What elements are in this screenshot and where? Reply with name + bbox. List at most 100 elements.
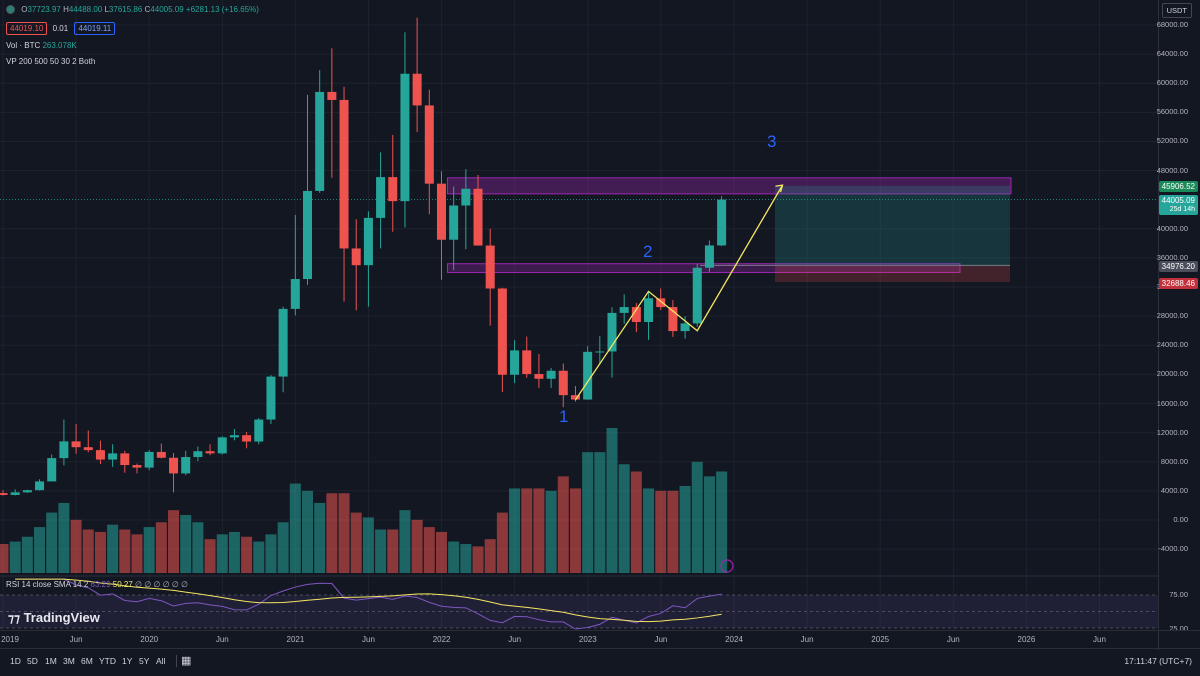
- timeframe-1d-button[interactable]: 1D: [10, 656, 21, 666]
- volume-bar: [9, 541, 21, 573]
- volume-bar: [618, 464, 630, 573]
- candle-body: [558, 370, 568, 396]
- timeframe-5d-button[interactable]: 5D: [27, 656, 38, 666]
- candle-body: [266, 376, 276, 420]
- timeframe-1y-button[interactable]: 1Y: [122, 656, 133, 666]
- candle-body: [205, 451, 215, 454]
- candle-body: [595, 351, 605, 353]
- price-chart[interactable]: [0, 0, 1158, 632]
- candle-body: [485, 245, 495, 289]
- candle-body: [546, 370, 556, 379]
- volume-bar: [569, 488, 581, 573]
- time-axis-label: Jun: [1093, 635, 1106, 644]
- candle-body: [315, 91, 325, 191]
- currency-button[interactable]: USDT: [1161, 3, 1192, 18]
- sell-price-button[interactable]: 44019.10: [6, 22, 48, 35]
- time-axis-label: 2024: [725, 635, 743, 644]
- candle-body: [35, 481, 45, 491]
- low-value: 37615.86: [108, 5, 143, 14]
- candle-body: [424, 105, 434, 184]
- candle-body: [144, 451, 154, 468]
- volume-bar: [119, 529, 131, 573]
- time-axis-label: Jun: [508, 635, 522, 644]
- volume-bar: [667, 490, 679, 573]
- rsi-axis-75: 75.00: [1169, 590, 1188, 599]
- candle-body: [59, 441, 69, 459]
- rsi-pane: [0, 575, 1158, 630]
- price-axis-label: 48000.00: [1156, 165, 1188, 175]
- timeframe-ytd-button[interactable]: YTD: [99, 656, 116, 666]
- timeframe-6m-button[interactable]: 6M: [81, 656, 93, 666]
- volume-bar: [302, 490, 313, 573]
- symbol-status-icon[interactable]: [6, 5, 15, 15]
- volume-bar: [241, 536, 253, 573]
- volume-bar: [521, 488, 533, 573]
- volume-bar: [496, 512, 508, 573]
- volume-bar: [582, 452, 594, 573]
- volume-bar: [411, 519, 423, 573]
- volume-bar: [94, 531, 106, 573]
- volume-bar: [265, 534, 277, 573]
- candle-body: [47, 458, 57, 482]
- brand-logo[interactable]: ⁊⁊ TradingView: [8, 610, 100, 625]
- rsi-sma-value: 50.27: [112, 580, 133, 589]
- price-axis[interactable]: [1158, 0, 1200, 650]
- calendar-range-icon[interactable]: ▦: [181, 655, 192, 667]
- candle-body: [522, 350, 532, 375]
- timeframe-5y-button[interactable]: 5Y: [139, 656, 150, 666]
- volume-bar: [253, 541, 265, 573]
- time-axis-label: Jun: [946, 635, 960, 644]
- price-axis-label: 40000.00: [1156, 223, 1188, 233]
- entry-price-tag: 34976.20: [1158, 261, 1198, 272]
- volume-bar: [289, 483, 301, 573]
- volume-bar: [21, 536, 33, 573]
- rsi-line: [15, 578, 722, 630]
- spread-value: 0.01: [52, 24, 69, 33]
- volume-bar: [277, 522, 289, 573]
- timeframe-all-button[interactable]: All: [156, 656, 166, 666]
- volume-bar: [448, 541, 460, 573]
- volume-bar: [484, 539, 496, 573]
- candle-body: [376, 177, 386, 218]
- time-axis-label: Jun: [215, 635, 229, 644]
- volume-bar: [630, 471, 642, 573]
- wave-path: [574, 184, 784, 401]
- candle-body: [436, 183, 446, 240]
- candle-body: [169, 457, 179, 474]
- candle-body: [278, 308, 288, 377]
- volume-legend[interactable]: Vol · BTC 263.078K: [6, 41, 77, 50]
- volume-bar: [716, 471, 728, 573]
- candle-body: [0, 493, 8, 495]
- timeframe-3m-button[interactable]: 3M: [63, 656, 75, 666]
- time-axis-label: Jun: [654, 635, 668, 644]
- volume-bar: [472, 546, 484, 573]
- candle-body: [351, 248, 361, 266]
- time-axis-label: Jun: [800, 635, 814, 644]
- rsi-legend[interactable]: RSI 14 close SMA 14 2 63.29 50.27 ∅ ∅ ∅ …: [6, 580, 188, 589]
- resistance-zone: [446, 177, 1012, 195]
- volume-bar: [314, 502, 326, 573]
- candle-body: [704, 245, 714, 268]
- clock-timezone[interactable]: 17:11:47 (UTC+7): [1124, 656, 1192, 666]
- close-value: 44005.09: [150, 5, 184, 14]
- candle-body: [692, 267, 702, 324]
- candle-body: [497, 288, 507, 375]
- candle-body: [22, 490, 32, 493]
- long-stop-zone: [775, 265, 1010, 283]
- vp-legend[interactable]: VP 200 500 50 30 2 Both: [6, 57, 96, 66]
- buy-price-button[interactable]: 44019.11: [74, 22, 116, 35]
- timeframe-1m-button[interactable]: 1M: [45, 656, 57, 666]
- volume-bar: [168, 510, 180, 573]
- time-axis-label: 2025: [871, 635, 890, 644]
- volume-bar: [399, 510, 411, 573]
- stop-price-tag: 32688.46: [1158, 278, 1198, 289]
- time-axis[interactable]: [0, 630, 1200, 649]
- candle-body: [120, 453, 130, 466]
- volume-value: 263.078K: [42, 41, 77, 50]
- volume-bar: [58, 502, 70, 573]
- wave-arrowhead: [775, 184, 784, 193]
- candle-body: [668, 307, 678, 332]
- price-axis-label: 4000.00: [1160, 485, 1188, 495]
- candle-body: [680, 323, 690, 332]
- candle-body: [400, 73, 410, 202]
